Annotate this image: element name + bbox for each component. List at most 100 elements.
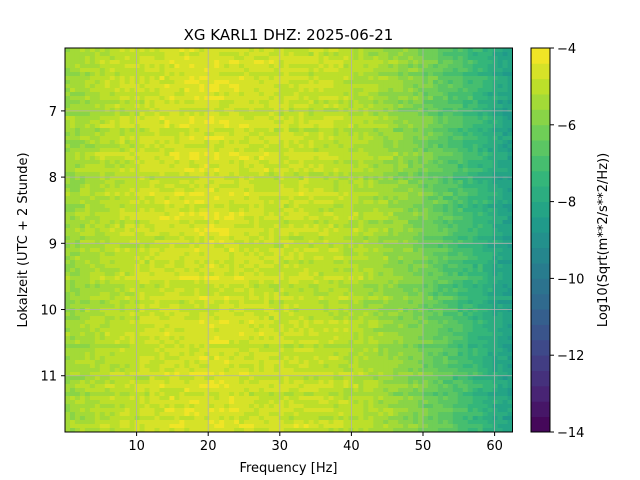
heatmap-cell — [273, 212, 280, 217]
heatmap-cell — [139, 76, 145, 81]
heatmap-cell — [388, 120, 394, 125]
heatmap-cell — [288, 56, 295, 61]
heatmap-cell — [303, 224, 310, 229]
heatmap-cell — [144, 156, 150, 161]
heatmap-cell — [253, 84, 260, 89]
heatmap-cell — [388, 152, 394, 157]
heatmap-cell — [502, 156, 508, 161]
heatmap-cell — [313, 124, 319, 129]
heatmap-cell — [487, 48, 494, 53]
heatmap-cell — [462, 252, 469, 257]
heatmap-cell — [403, 116, 409, 121]
heatmap-cell — [144, 148, 150, 153]
heatmap-cell — [248, 76, 255, 81]
heatmap-cell — [129, 268, 136, 273]
heatmap-cell — [447, 172, 454, 177]
heatmap-cell — [258, 48, 265, 53]
heatmap-cell — [119, 244, 126, 249]
heatmap-cell — [258, 148, 265, 153]
heatmap-cell — [164, 96, 170, 101]
heatmap-cell — [333, 84, 339, 89]
heatmap-cell — [447, 244, 454, 249]
heatmap-cell — [502, 128, 508, 133]
heatmap-cell — [432, 48, 439, 53]
heatmap-cell — [507, 108, 513, 113]
heatmap-cell — [388, 92, 394, 97]
heatmap-cell — [373, 116, 379, 121]
heatmap-cell — [398, 64, 404, 69]
heatmap-cell — [462, 160, 469, 165]
heatmap-cell — [134, 108, 140, 113]
heatmap-cell — [442, 212, 449, 217]
heatmap-cell — [159, 164, 165, 169]
heatmap-cell — [283, 228, 290, 233]
heatmap-cell — [437, 120, 444, 125]
heatmap-cell — [194, 104, 200, 109]
heatmap-cell — [179, 92, 185, 97]
heatmap-cell — [353, 188, 359, 193]
heatmap-cell — [418, 260, 424, 265]
heatmap-cell — [408, 216, 414, 221]
heatmap-cell — [308, 76, 315, 81]
heatmap-cell — [204, 244, 210, 249]
heatmap-cell — [104, 152, 111, 157]
heatmap-cell — [323, 248, 329, 253]
heatmap-cell — [318, 152, 324, 157]
heatmap-cell — [338, 120, 344, 125]
heatmap-cell — [457, 204, 464, 209]
heatmap-cell — [298, 80, 305, 85]
heatmap-cell — [477, 116, 484, 121]
heatmap-cell — [189, 212, 195, 217]
heatmap-cell — [154, 240, 160, 245]
heatmap-cell — [343, 92, 349, 97]
heatmap-cell — [69, 268, 76, 273]
heatmap-cell — [94, 152, 101, 157]
heatmap-cell — [298, 128, 305, 133]
heatmap-cell — [139, 208, 145, 213]
heatmap-cell — [477, 72, 484, 77]
heatmap-cell — [353, 160, 359, 165]
heatmap-cell — [169, 124, 175, 129]
heatmap-cell — [363, 120, 369, 125]
heatmap-cell — [134, 236, 140, 241]
heatmap-cell — [219, 220, 225, 225]
heatmap-cell — [378, 120, 384, 125]
heatmap-cell — [84, 140, 91, 145]
heatmap-cell — [408, 100, 414, 105]
heatmap-cell — [442, 168, 449, 173]
heatmap-cell — [144, 196, 150, 201]
heatmap-cell — [413, 68, 419, 73]
heatmap-cell — [418, 116, 424, 121]
heatmap-cell — [248, 52, 255, 57]
heatmap-cell — [298, 168, 305, 173]
heatmap-cell — [442, 88, 449, 93]
heatmap-cell — [452, 176, 459, 181]
heatmap-cell — [343, 104, 349, 109]
heatmap-cell — [89, 128, 96, 133]
heatmap-cell — [159, 260, 165, 265]
heatmap-cell — [179, 180, 185, 185]
heatmap-cell — [467, 132, 474, 137]
heatmap-cell — [154, 124, 160, 129]
heatmap-cell — [154, 108, 160, 113]
heatmap-cell — [179, 72, 185, 77]
heatmap-cell — [74, 68, 81, 73]
heatmap-cell — [403, 72, 409, 77]
heatmap-cell — [462, 168, 469, 173]
heatmap-cell — [427, 252, 434, 257]
heatmap-cell — [427, 264, 434, 269]
heatmap-cell — [219, 192, 225, 197]
heatmap-cell — [462, 220, 469, 225]
heatmap-cell — [234, 52, 240, 57]
heatmap-cell — [283, 148, 290, 153]
heatmap-cell — [358, 184, 364, 189]
heatmap-cell — [209, 120, 215, 125]
heatmap-cell — [303, 96, 310, 101]
heatmap-cell — [224, 268, 230, 273]
heatmap-cell — [467, 108, 474, 113]
heatmap-cell — [447, 152, 454, 157]
heatmap-cell — [497, 248, 503, 253]
heatmap-cell — [139, 140, 145, 145]
heatmap-cell — [204, 56, 210, 61]
heatmap-cell — [194, 152, 200, 157]
